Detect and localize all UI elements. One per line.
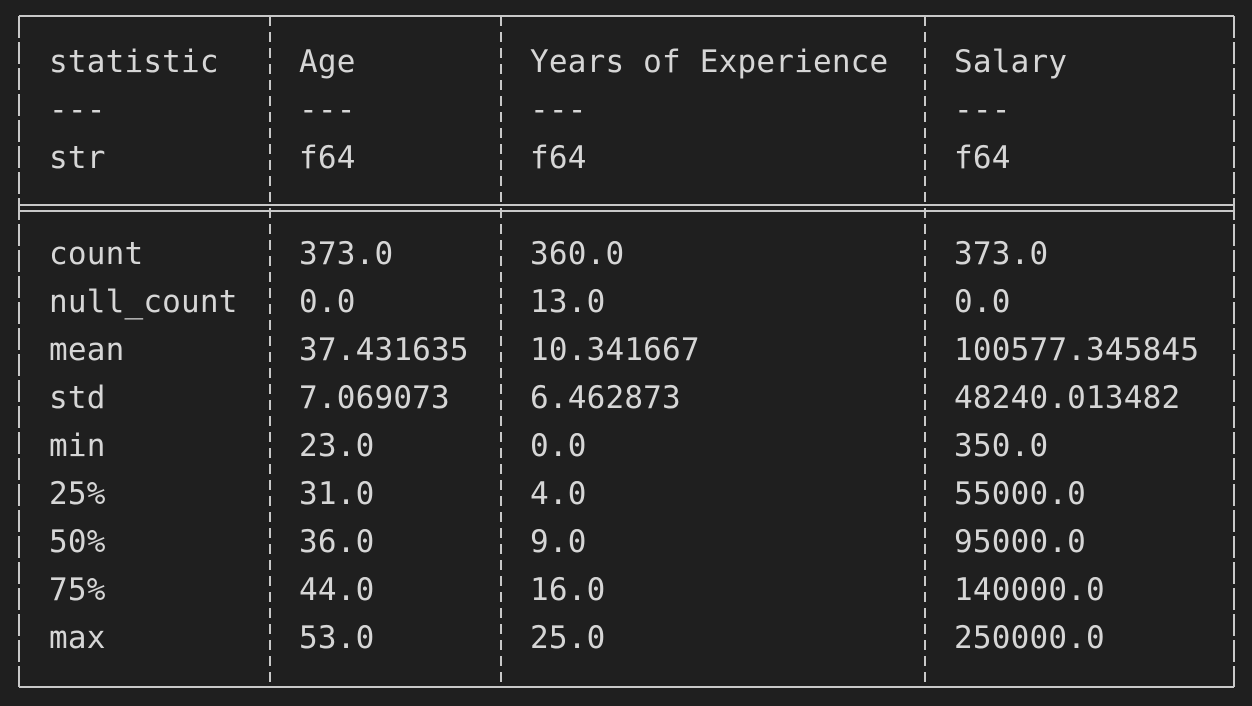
table-cell: max: [49, 620, 106, 656]
table-cell: count: [49, 236, 144, 272]
dtype-label: f64: [530, 140, 587, 176]
table-cell: 75%: [49, 572, 106, 608]
table-cell: 360.0: [530, 236, 625, 272]
dtype-label: f64: [954, 140, 1011, 176]
table-cell: 50%: [49, 524, 106, 560]
dtype-label: f64: [299, 140, 356, 176]
header-separator: ---: [954, 92, 1011, 128]
table-cell: 55000.0: [954, 476, 1087, 512]
header-salary: Salary: [954, 44, 1068, 80]
table-cell: std: [49, 380, 106, 416]
table-cell: 31.0: [299, 476, 375, 512]
table-cell: 9.0: [530, 524, 587, 560]
table-cell: null_count: [49, 284, 238, 320]
table-cell: 25%: [49, 476, 106, 512]
table-cell: 250000.0: [954, 620, 1105, 656]
table-cell: 7.069073: [299, 380, 450, 416]
table-cell: mean: [49, 332, 125, 368]
table-cell: 95000.0: [954, 524, 1087, 560]
table-cell: 0.0: [299, 284, 356, 320]
table-cell: 0.0: [954, 284, 1011, 320]
header-statistic: statistic: [49, 44, 219, 80]
table-cell: 4.0: [530, 476, 587, 512]
table-cell: 25.0: [530, 620, 606, 656]
table-cell: 48240.013482: [954, 380, 1181, 416]
table-cell: 44.0: [299, 572, 375, 608]
table-cell: 0.0: [530, 428, 587, 464]
header-years-of-experience: Years of Experience: [530, 44, 889, 80]
table-cell: 100577.345845: [954, 332, 1200, 368]
table-cell: 350.0: [954, 428, 1049, 464]
header-separator: ---: [299, 92, 356, 128]
table-cell: min: [49, 428, 106, 464]
table-cell: 140000.0: [954, 572, 1105, 608]
table-cell: 53.0: [299, 620, 375, 656]
header-separator: ---: [49, 92, 106, 128]
table-cell: 13.0: [530, 284, 606, 320]
table-cell: 16.0: [530, 572, 606, 608]
table-cell: 373.0: [299, 236, 394, 272]
dtype-label: str: [49, 140, 106, 176]
header-age: Age: [299, 44, 356, 80]
table-cell: 23.0: [299, 428, 375, 464]
table-cell: 6.462873: [530, 380, 681, 416]
table-cell: 373.0: [954, 236, 1049, 272]
header-separator: ---: [530, 92, 587, 128]
table-cell: 10.341667: [530, 332, 700, 368]
table-cell: 36.0: [299, 524, 375, 560]
table-cell: 37.431635: [299, 332, 469, 368]
